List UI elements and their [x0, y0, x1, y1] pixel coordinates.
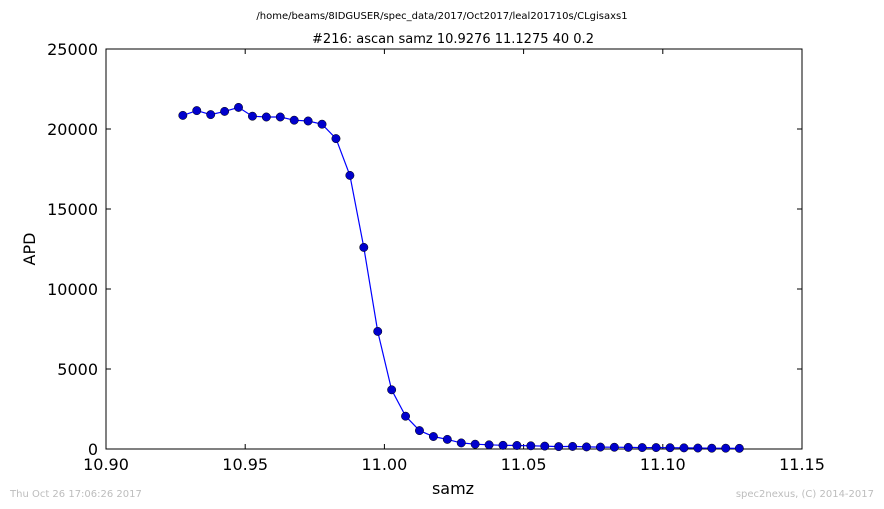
data-point	[456, 438, 466, 448]
data-point	[247, 111, 257, 121]
data-point	[415, 426, 424, 436]
data-point	[470, 439, 480, 449]
y-tick-label: 0	[88, 440, 98, 459]
data-point	[387, 385, 397, 395]
series-line	[182, 106, 740, 449]
data-point	[275, 112, 285, 122]
data-point	[206, 110, 216, 120]
data-point	[401, 411, 411, 421]
footer-timestamp: Thu Oct 26 17:06:26 2017	[9, 489, 142, 500]
data-point	[734, 443, 744, 453]
chart-title: #216: ascan samz 10.9276 11.1275 40 0.2	[312, 32, 594, 47]
data-point	[512, 441, 522, 450]
data-point	[289, 115, 299, 125]
y-tick-label: 5000	[57, 360, 98, 379]
y-tick-label: 25000	[47, 40, 98, 59]
data-point	[373, 326, 383, 336]
data-point	[721, 443, 731, 453]
data-point	[498, 440, 508, 450]
data-point	[484, 440, 494, 450]
x-axis-label: samz	[432, 479, 474, 498]
data-point	[526, 441, 536, 451]
data-point	[359, 242, 369, 252]
x-tick-label: 11.00	[361, 455, 407, 474]
data-point	[428, 432, 438, 441]
data-point	[582, 442, 591, 452]
data-point	[665, 443, 675, 453]
y-tick-label: 10000	[47, 280, 98, 299]
plot-area: 10.90 10.95 11.00 11.05 11.10 11.15 0 5000 10000…	[47, 40, 825, 474]
x-tick-label: 10.90	[83, 455, 129, 474]
x-tick-label: 11.05	[501, 455, 547, 474]
data-point	[234, 102, 243, 112]
x-tick-label: 11.15	[779, 455, 825, 474]
data-point	[554, 442, 564, 452]
data-point	[345, 170, 355, 180]
data-point	[540, 441, 550, 451]
x-tick-label: 10.95	[222, 455, 268, 474]
data-point	[609, 442, 619, 452]
data-point	[317, 119, 327, 129]
data-point	[693, 443, 703, 453]
chart-suptitle: /home/beams/8IDGUSER/spec_data/2017/Oct2…	[256, 11, 627, 22]
data-point	[651, 443, 661, 453]
x-tick-label: 11.10	[640, 455, 686, 474]
data-point	[303, 116, 313, 126]
data-point	[192, 106, 202, 116]
data-point	[637, 443, 647, 453]
y-axis-label: APD	[20, 233, 39, 266]
data-point	[707, 443, 717, 453]
data-point	[595, 442, 605, 452]
data-point	[623, 442, 633, 452]
data-point	[442, 434, 452, 444]
y-tick-label: 15000	[47, 200, 98, 219]
axes-frame	[105, 48, 803, 450]
data-point	[220, 106, 230, 116]
data-point	[568, 441, 578, 451]
data-point	[261, 112, 271, 122]
y-tick-label: 20000	[47, 120, 98, 139]
data-point	[178, 110, 188, 120]
footer-credit: spec2nexus, (C) 2014-2017	[736, 489, 874, 500]
data-point	[331, 134, 341, 144]
data-point	[679, 443, 689, 453]
